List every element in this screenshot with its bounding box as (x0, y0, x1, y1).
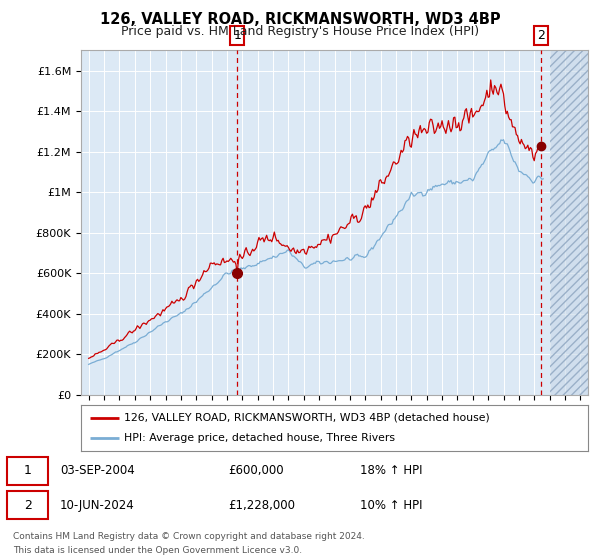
Text: 126, VALLEY ROAD, RICKMANSWORTH, WD3 4BP: 126, VALLEY ROAD, RICKMANSWORTH, WD3 4BP (100, 12, 500, 27)
Text: Price paid vs. HM Land Registry's House Price Index (HPI): Price paid vs. HM Land Registry's House … (121, 25, 479, 38)
Text: £600,000: £600,000 (228, 464, 284, 478)
Text: £1,228,000: £1,228,000 (228, 498, 295, 512)
FancyBboxPatch shape (7, 492, 48, 519)
FancyBboxPatch shape (7, 458, 48, 484)
Text: 2: 2 (23, 498, 32, 512)
Text: Contains HM Land Registry data © Crown copyright and database right 2024.: Contains HM Land Registry data © Crown c… (13, 531, 365, 540)
Bar (550, 50, 588, 395)
Text: This data is licensed under the Open Government Licence v3.0.: This data is licensed under the Open Gov… (13, 545, 302, 554)
Text: 2: 2 (537, 29, 545, 42)
Text: 1: 1 (233, 29, 241, 42)
Text: 03-SEP-2004: 03-SEP-2004 (60, 464, 135, 478)
Text: HPI: Average price, detached house, Three Rivers: HPI: Average price, detached house, Thre… (124, 433, 395, 443)
Bar (550, 50, 588, 395)
Text: 10% ↑ HPI: 10% ↑ HPI (360, 498, 422, 512)
Text: 126, VALLEY ROAD, RICKMANSWORTH, WD3 4BP (detached house): 126, VALLEY ROAD, RICKMANSWORTH, WD3 4BP… (124, 413, 490, 423)
Text: 1: 1 (23, 464, 32, 478)
Text: 10-JUN-2024: 10-JUN-2024 (60, 498, 135, 512)
Text: 18% ↑ HPI: 18% ↑ HPI (360, 464, 422, 478)
